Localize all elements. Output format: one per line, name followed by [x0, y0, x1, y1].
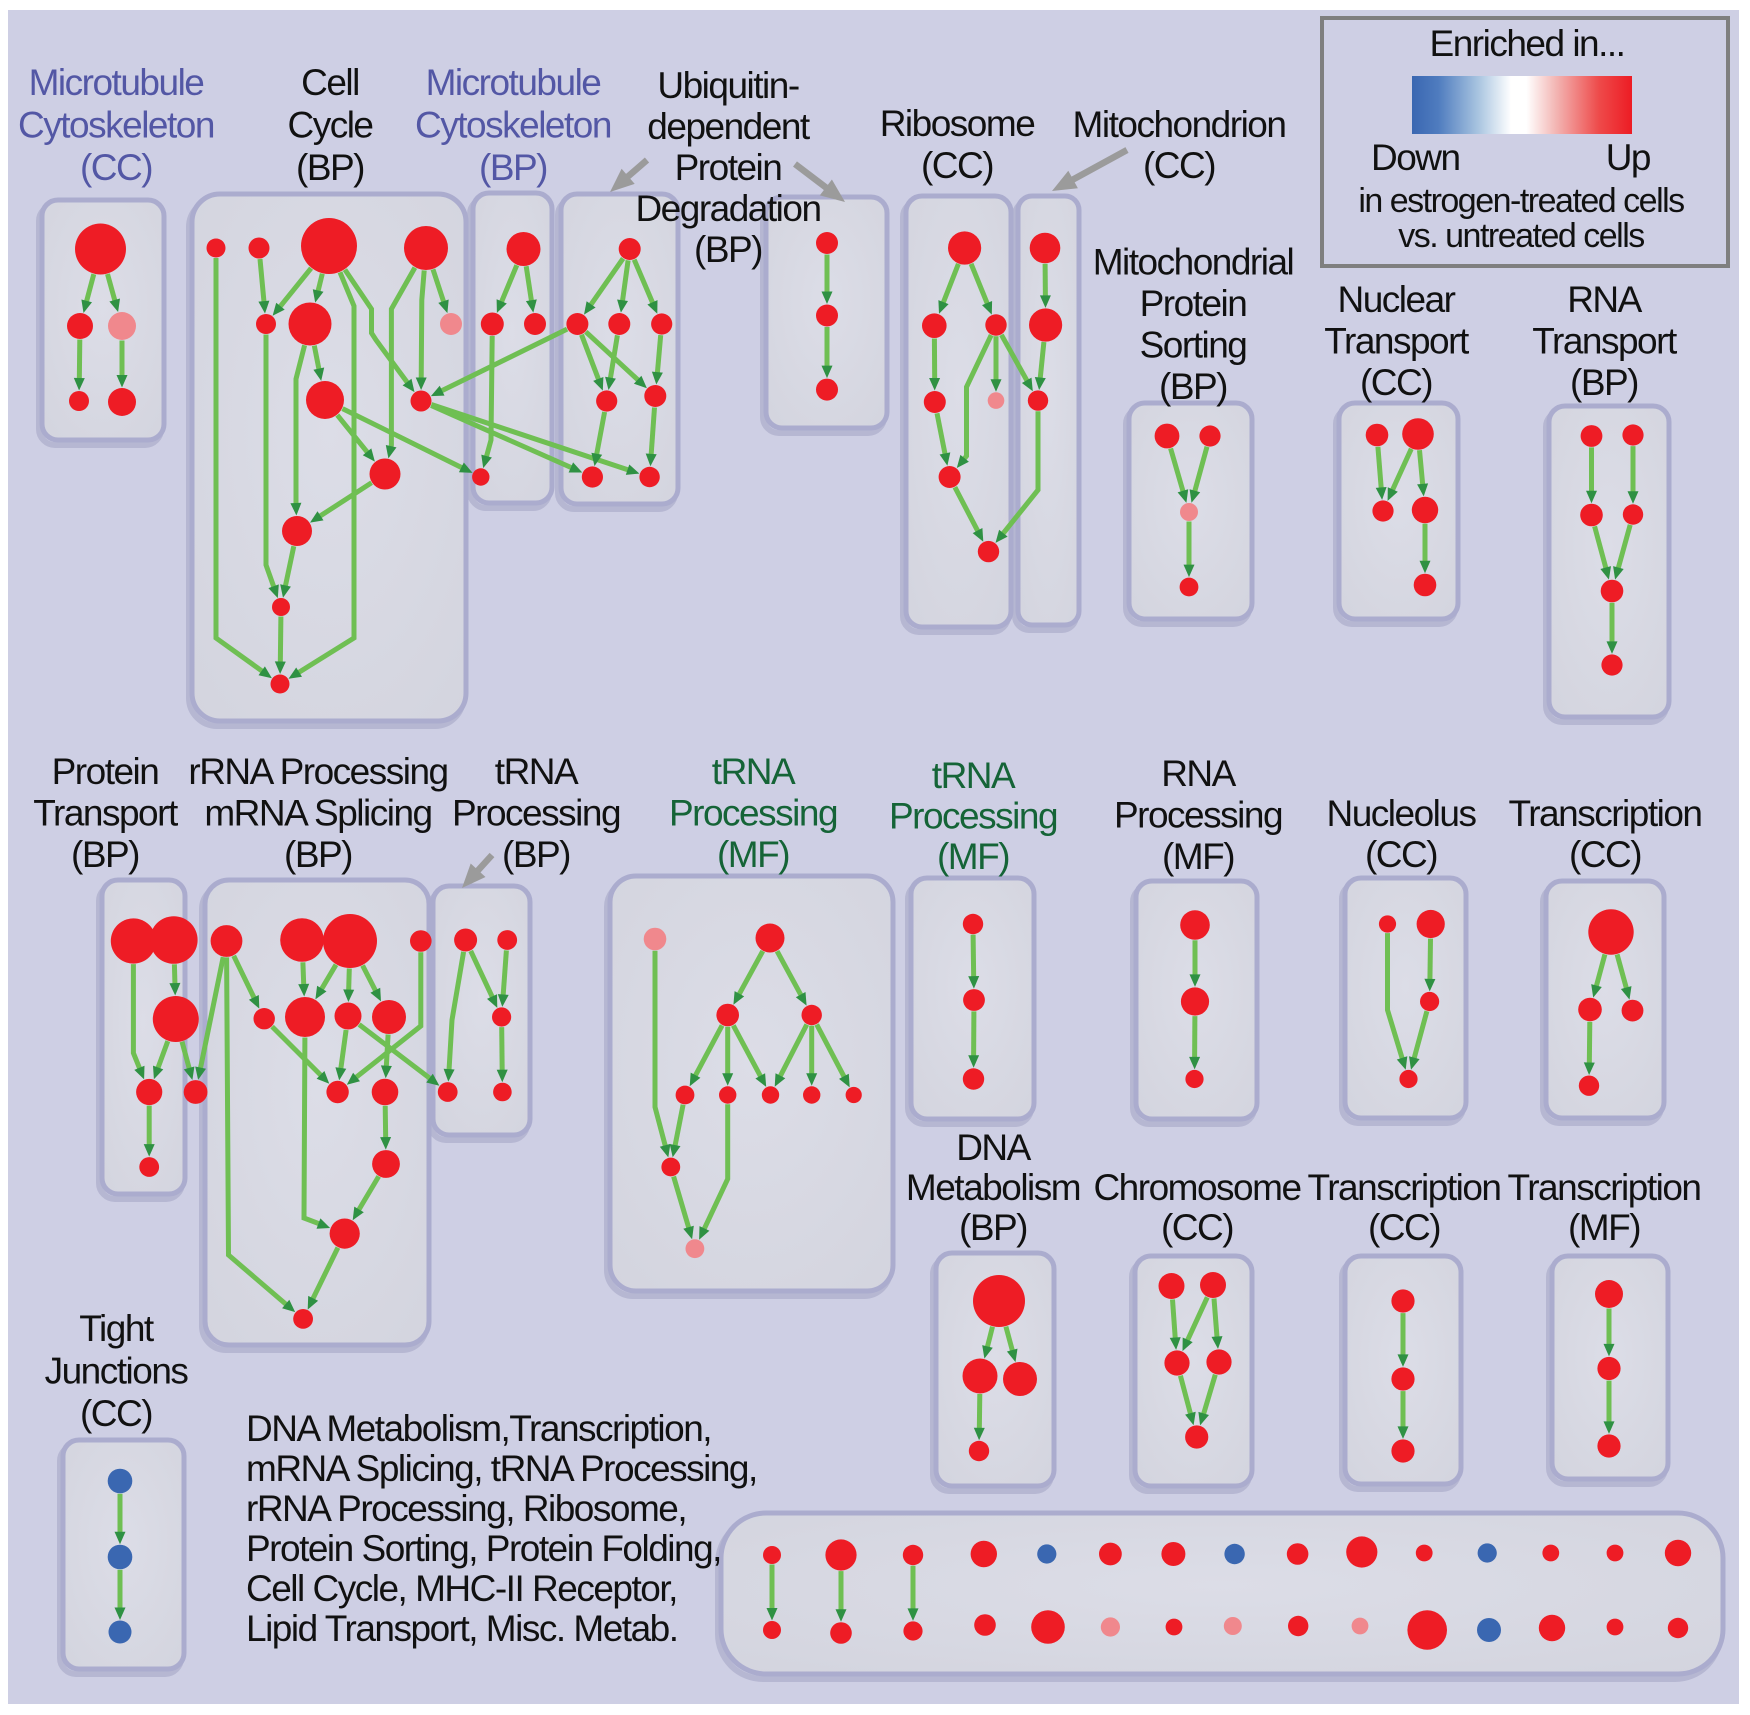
svg-text:(CC): (CC)	[1161, 1207, 1233, 1248]
svg-text:Transcription: Transcription	[1308, 1167, 1501, 1208]
svg-text:DNA: DNA	[956, 1127, 1031, 1168]
svg-text:Nucleolus: Nucleolus	[1327, 793, 1477, 834]
svg-text:(MF): (MF)	[1162, 836, 1234, 877]
svg-text:Metabolism: Metabolism	[906, 1167, 1080, 1208]
svg-text:Microtubule: Microtubule	[29, 62, 204, 103]
svg-text:Nuclear: Nuclear	[1338, 279, 1456, 320]
svg-text:(CC): (CC)	[1365, 834, 1437, 875]
svg-text:(BP): (BP)	[71, 834, 139, 875]
svg-text:mRNA Splicing, tRNA Processing: mRNA Splicing, tRNA Processing,	[246, 1448, 757, 1489]
svg-text:(CC): (CC)	[80, 147, 152, 188]
svg-text:(CC): (CC)	[921, 145, 993, 186]
svg-text:(CC): (CC)	[1368, 1207, 1440, 1248]
svg-text:Protein Sorting, Protein Foldi: Protein Sorting, Protein Folding,	[246, 1528, 721, 1569]
svg-text:Transcription: Transcription	[1509, 793, 1702, 834]
svg-text:(MF): (MF)	[1568, 1207, 1640, 1248]
svg-text:tRNA: tRNA	[495, 751, 579, 792]
svg-text:Cell Cycle, MHC-II Receptor,: Cell Cycle, MHC-II Receptor,	[246, 1568, 677, 1609]
svg-text:(BP): (BP)	[1570, 362, 1638, 403]
svg-text:Transport: Transport	[1324, 320, 1470, 361]
svg-text:Tight: Tight	[79, 1308, 155, 1349]
svg-text:Ribosome: Ribosome	[880, 103, 1035, 144]
svg-text:Transport: Transport	[33, 792, 179, 833]
svg-text:Cytoskeleton: Cytoskeleton	[415, 104, 611, 145]
svg-text:Down: Down	[1371, 137, 1460, 178]
svg-text:Sorting: Sorting	[1140, 324, 1247, 365]
svg-text:Protein: Protein	[675, 147, 782, 188]
svg-text:(MF): (MF)	[717, 834, 789, 875]
svg-text:Degradation: Degradation	[635, 188, 820, 229]
svg-text:(BP): (BP)	[694, 229, 762, 270]
svg-text:vs. untreated cells: vs. untreated cells	[1398, 217, 1644, 255]
svg-text:Processing: Processing	[889, 795, 1057, 836]
svg-text:Processing: Processing	[1114, 794, 1282, 835]
svg-text:Protein: Protein	[52, 751, 159, 792]
svg-text:Processing: Processing	[452, 792, 620, 833]
svg-text:Cycle: Cycle	[287, 104, 372, 145]
svg-text:(BP): (BP)	[959, 1207, 1027, 1248]
svg-text:Transport: Transport	[1532, 320, 1678, 361]
svg-text:Lipid Transport, Misc. Metab.: Lipid Transport, Misc. Metab.	[246, 1608, 678, 1649]
svg-text:tRNA: tRNA	[932, 755, 1016, 796]
svg-text:(BP): (BP)	[502, 834, 570, 875]
svg-text:in estrogen-treated cells: in estrogen-treated cells	[1358, 182, 1684, 220]
svg-text:Microtubule: Microtubule	[426, 62, 601, 103]
svg-text:(BP): (BP)	[296, 147, 364, 188]
svg-text:Cell: Cell	[301, 62, 359, 103]
svg-text:rRNA Processing, Ribosome,: rRNA Processing, Ribosome,	[246, 1488, 686, 1529]
svg-text:mRNA Splicing: mRNA Splicing	[204, 792, 431, 833]
svg-text:dependent: dependent	[647, 106, 811, 147]
svg-text:RNA: RNA	[1567, 279, 1642, 320]
svg-text:tRNA: tRNA	[712, 751, 796, 792]
svg-text:(CC): (CC)	[1360, 362, 1432, 403]
svg-text:(CC): (CC)	[1143, 145, 1215, 186]
svg-text:Up: Up	[1606, 137, 1651, 178]
svg-text:(MF): (MF)	[937, 836, 1009, 877]
svg-text:(CC): (CC)	[80, 1393, 152, 1434]
svg-text:Cytoskeleton: Cytoskeleton	[18, 104, 214, 145]
svg-text:RNA: RNA	[1161, 753, 1236, 794]
svg-text:(BP): (BP)	[1159, 366, 1227, 407]
svg-text:Processing: Processing	[669, 792, 837, 833]
svg-text:(CC): (CC)	[1569, 834, 1641, 875]
svg-text:Mitochondrion: Mitochondrion	[1073, 104, 1286, 145]
svg-text:(BP): (BP)	[479, 147, 547, 188]
svg-text:DNA Metabolism,Transcription,: DNA Metabolism,Transcription,	[246, 1408, 711, 1449]
svg-text:Enriched in...: Enriched in...	[1430, 23, 1625, 64]
svg-text:Junctions: Junctions	[45, 1350, 189, 1391]
svg-text:Protein: Protein	[1140, 283, 1247, 324]
svg-text:Ubiquitin-: Ubiquitin-	[657, 65, 798, 106]
svg-text:rRNA Processing: rRNA Processing	[188, 751, 447, 792]
svg-text:Mitochondrial: Mitochondrial	[1093, 241, 1294, 282]
svg-text:(BP): (BP)	[284, 834, 352, 875]
svg-text:Chromosome: Chromosome	[1093, 1167, 1300, 1208]
svg-text:Transcription: Transcription	[1508, 1167, 1701, 1208]
